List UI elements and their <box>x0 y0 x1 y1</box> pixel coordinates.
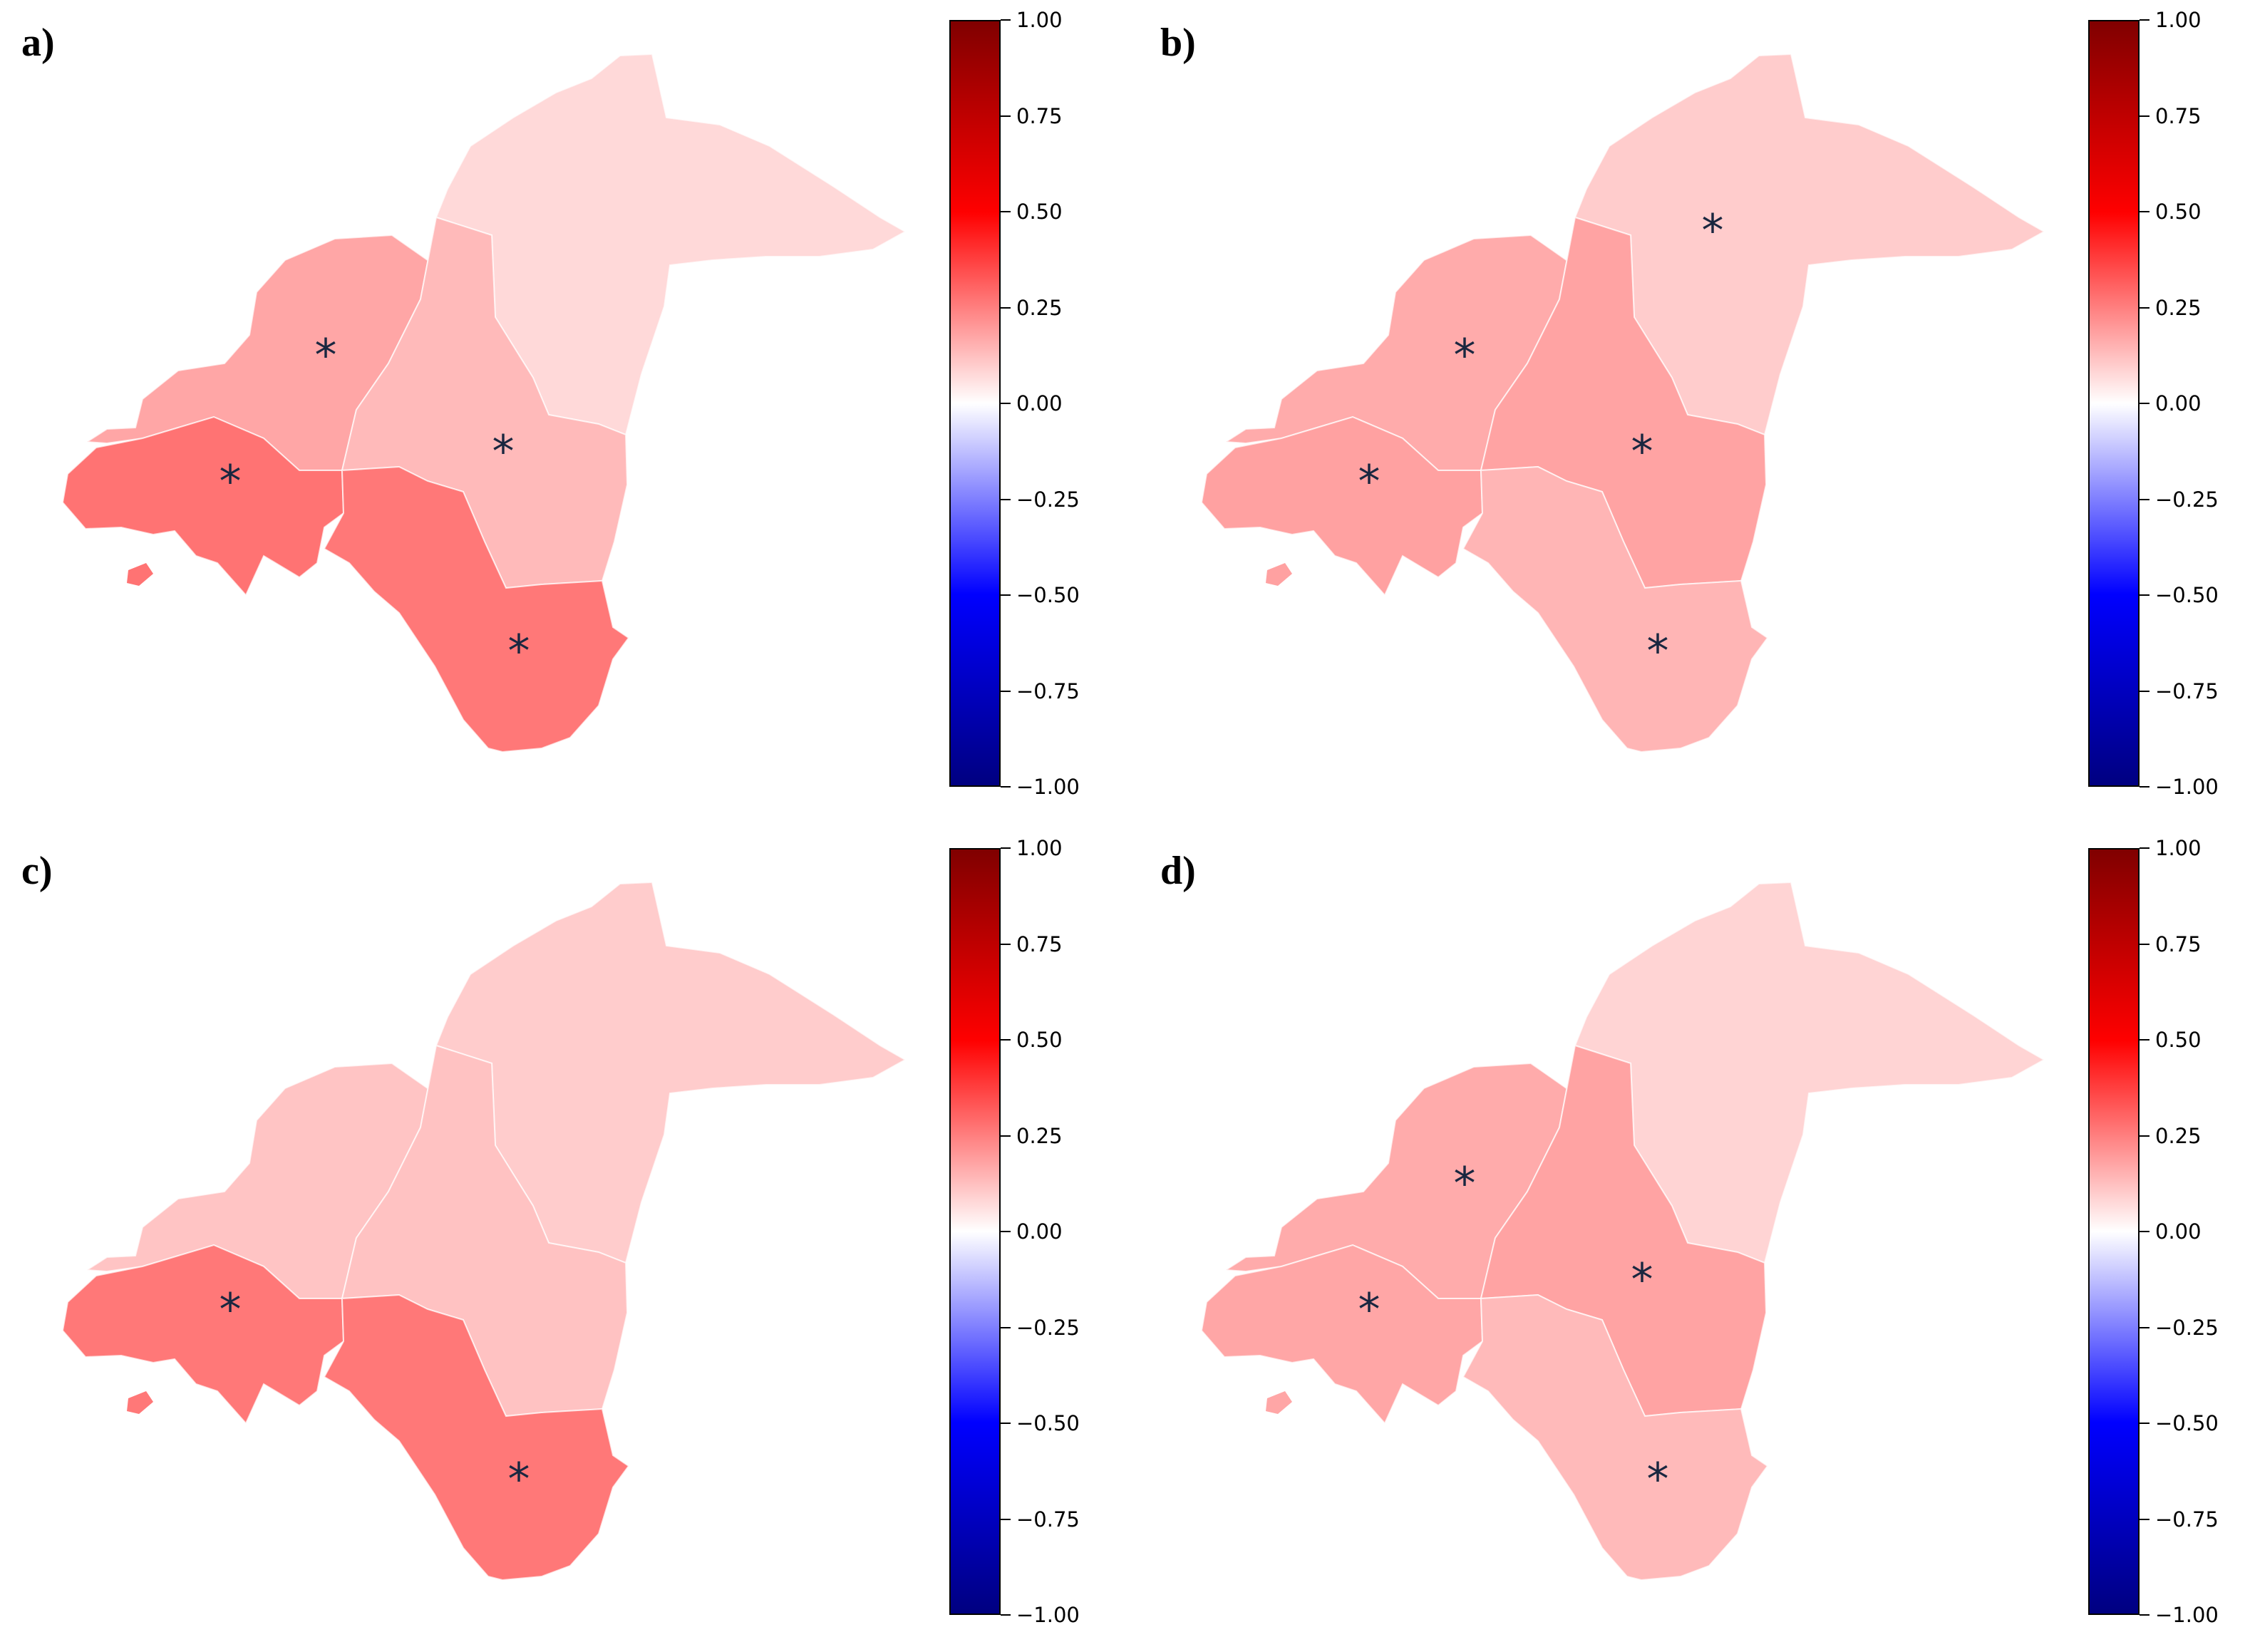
colorbar-tick-label: −0.75 <box>2155 1507 2219 1532</box>
choropleth-map: * * * * <box>1200 881 2046 1581</box>
colorbar-tick-label: −1.00 <box>2155 775 2219 799</box>
significance-marker-north-east: * <box>1702 205 1724 257</box>
island-south-west <box>127 1391 153 1414</box>
island-south-west <box>1266 563 1292 586</box>
region-south <box>1462 465 1769 753</box>
colorbar <box>2088 20 2140 787</box>
colorbar-tick-label: 0.50 <box>2155 200 2202 224</box>
significance-marker-south: * <box>1647 625 1669 677</box>
colorbar-tick-label: 1.00 <box>1016 8 1063 32</box>
map-panel-a: a) * * * * 1.00 0.75 0.50 0.25 0.00 −0.25 −0.50 −0… <box>0 0 1122 824</box>
island-south-west <box>1266 1391 1292 1414</box>
colorbar-tick-label: 0.25 <box>2155 295 2202 320</box>
significance-marker-north-west: * <box>1454 1157 1476 1209</box>
colorbar-tick-label: −0.50 <box>1016 1411 1080 1435</box>
colorbar-tick-label: −0.50 <box>2155 583 2219 607</box>
panel-label: b) <box>1160 21 1196 65</box>
colorbar-tick-label: −1.00 <box>1016 775 1080 799</box>
region-south-west <box>1200 1244 1484 1425</box>
region-south <box>323 465 630 753</box>
colorbar-tick-label: −0.25 <box>2155 1315 2219 1340</box>
colorbar-tick-label: −0.25 <box>2155 487 2219 512</box>
significance-marker-north-west: * <box>315 329 337 381</box>
colorbar-tick-label: 0.25 <box>1016 295 1063 320</box>
colorbar-tick-label: 0.00 <box>1016 1219 1063 1244</box>
colorbar-tick-label: 1.00 <box>2155 8 2202 32</box>
island-south-west <box>127 563 153 586</box>
colorbar-tick-label: −1.00 <box>2155 1603 2219 1627</box>
significance-marker-centre: * <box>1631 1254 1653 1306</box>
colorbar-tick-label: 0.25 <box>2155 1123 2202 1148</box>
colorbar-tick-label: 0.75 <box>2155 103 2202 128</box>
region-south-west <box>1200 415 1484 597</box>
colorbar-tick-label: 0.00 <box>2155 391 2202 415</box>
colorbar-tick-label: −0.75 <box>1016 1507 1080 1532</box>
colorbar-tick-label: −1.00 <box>1016 1603 1080 1627</box>
colorbar-tick-label: −0.50 <box>2155 1411 2219 1435</box>
colorbar-tick-label: 0.50 <box>2155 1028 2202 1052</box>
significance-marker-south: * <box>508 1453 530 1505</box>
colorbar-tick-label: 0.00 <box>1016 391 1063 415</box>
significance-marker-centre: * <box>1631 425 1653 477</box>
panel-label: a) <box>21 21 55 65</box>
panel-label: c) <box>21 849 53 893</box>
colorbar-tick-label: 1.00 <box>1016 836 1063 860</box>
region-south-west <box>61 1244 345 1425</box>
significance-marker-north-west: * <box>1454 329 1476 381</box>
significance-marker-south: * <box>1647 1453 1669 1505</box>
region-south <box>323 1294 630 1581</box>
colorbar-tick-label: −0.25 <box>1016 1315 1080 1340</box>
colorbar <box>2088 848 2140 1615</box>
map-panel-b: b) * * * * * 1.00 0.75 0.50 0.25 0.00 −0.25 −0.50 −… <box>1139 0 2245 824</box>
colorbar-tick-label: 0.75 <box>1016 103 1063 128</box>
colorbar-tick-label: −0.25 <box>1016 487 1080 512</box>
choropleth-map: * * * * * <box>1200 53 2046 753</box>
colorbar <box>949 848 1001 1615</box>
significance-marker-south-west: * <box>220 455 242 507</box>
colorbar-tick-label: 0.50 <box>1016 1028 1063 1052</box>
colorbar-tick-label: 1.00 <box>2155 836 2202 860</box>
panel-label: d) <box>1160 849 1196 893</box>
colorbar <box>949 20 1001 787</box>
choropleth-map: ** <box>61 881 907 1581</box>
choropleth-map: * * * * <box>61 53 907 753</box>
significance-marker-south-west: * <box>220 1284 242 1336</box>
colorbar-tick-label: 0.75 <box>1016 931 1063 956</box>
significance-marker-south-west: * <box>1358 455 1380 507</box>
significance-marker-south: * <box>508 625 530 677</box>
colorbar-tick-label: −0.50 <box>1016 583 1080 607</box>
region-south-west <box>61 415 345 597</box>
colorbar-tick-label: −0.75 <box>1016 678 1080 703</box>
colorbar-tick-label: 0.00 <box>2155 1219 2202 1244</box>
region-south <box>1462 1294 1769 1581</box>
map-panel-c: c) * * 1.00 0.75 0.50 0.25 0.00 −0.25 −0.50 −0.7… <box>0 828 1122 1652</box>
colorbar-tick-label: 0.75 <box>2155 931 2202 956</box>
colorbar-tick-label: 0.25 <box>1016 1123 1063 1148</box>
significance-marker-centre: * <box>492 425 515 477</box>
significance-marker-south-west: * <box>1358 1284 1380 1336</box>
colorbar-tick-label: −0.75 <box>2155 678 2219 703</box>
colorbar-tick-label: 0.50 <box>1016 200 1063 224</box>
map-panel-d: d) * * * * 1.00 0.75 0.50 0.25 0.00 −0.25 −0.50 −0… <box>1139 828 2245 1652</box>
